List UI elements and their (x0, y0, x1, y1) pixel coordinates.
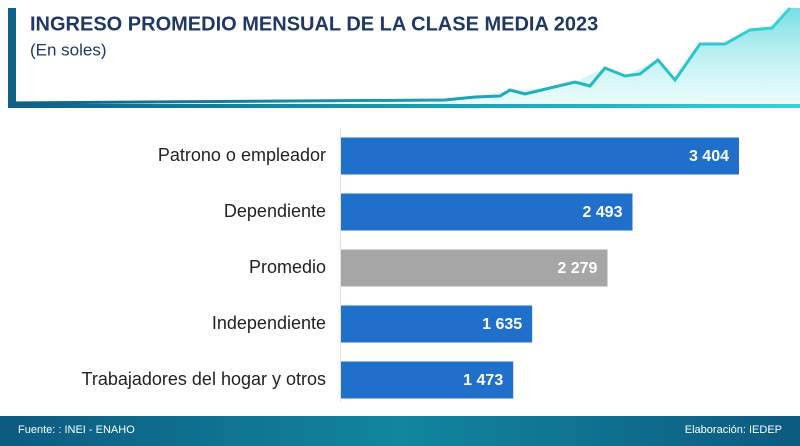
source: Fuente: : INEI - ENAHO (18, 424, 135, 436)
header-rule (8, 104, 800, 108)
bar (341, 249, 608, 287)
category-label: Promedio (249, 257, 326, 277)
category-label: Patrono o empleador (158, 145, 326, 165)
header-decoration (430, 8, 800, 106)
value-label: 1 473 (463, 372, 503, 389)
value-label: 1 635 (482, 316, 522, 333)
category-label: Independiente (212, 313, 326, 333)
value-label: 2 493 (582, 204, 622, 221)
credit: Elaboración: IEDEP (685, 424, 782, 436)
bar (341, 361, 514, 399)
footer-band (0, 416, 800, 446)
header-line (7, 6, 792, 105)
value-label: 3 404 (689, 148, 729, 165)
chart-title: INGRESO PROMEDIO MENSUAL DE LA CLASE MED… (30, 13, 598, 35)
bar (341, 305, 533, 343)
category-label: Trabajadores del hogar y otros (82, 369, 326, 389)
bar (341, 193, 633, 231)
bar (341, 137, 739, 175)
header-accent (8, 8, 16, 104)
category-label: Dependiente (224, 201, 326, 221)
value-label: 2 279 (557, 260, 597, 277)
chart-subtitle: (En soles) (30, 40, 107, 59)
